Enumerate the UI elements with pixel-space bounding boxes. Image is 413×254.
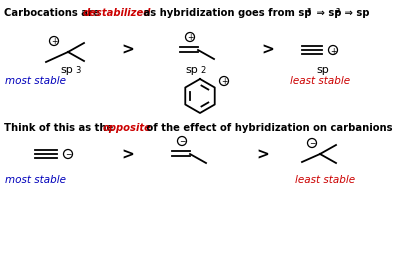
- Text: ⇒ sp: ⇒ sp: [340, 8, 369, 18]
- Text: ²: ²: [335, 8, 339, 18]
- Text: ⇒ sp: ⇒ sp: [312, 8, 341, 18]
- Text: sp: sp: [315, 65, 328, 75]
- Text: destabilized: destabilized: [83, 8, 151, 18]
- Text: −: −: [308, 139, 314, 148]
- Text: sp: sp: [185, 65, 197, 75]
- Text: >: >: [121, 42, 134, 57]
- Text: +: +: [51, 37, 57, 46]
- Text: ²: ²: [335, 9, 339, 18]
- Text: least stable: least stable: [289, 76, 349, 86]
- Text: of the effect of hybridization on carbanions: of the effect of hybridization on carban…: [142, 122, 392, 133]
- Text: +: +: [220, 77, 227, 86]
- Text: opposite: opposite: [103, 122, 152, 133]
- Text: −: −: [65, 150, 71, 159]
- Text: sp: sp: [60, 65, 73, 75]
- Text: +: +: [329, 46, 335, 55]
- Text: as hybridization goes from sp: as hybridization goes from sp: [140, 8, 311, 18]
- Text: ³: ³: [306, 9, 310, 18]
- Text: −: −: [178, 137, 185, 146]
- Text: 2: 2: [199, 66, 205, 75]
- Text: +: +: [186, 33, 193, 42]
- Text: ³: ³: [306, 8, 311, 18]
- Text: most stable: most stable: [5, 174, 66, 184]
- Text: least stable: least stable: [294, 174, 354, 184]
- Text: Think of this as the: Think of this as the: [4, 122, 116, 133]
- Text: Carbocations are: Carbocations are: [4, 8, 103, 18]
- Text: most stable: most stable: [5, 76, 66, 86]
- Text: >: >: [256, 147, 269, 162]
- Text: 3: 3: [75, 66, 80, 75]
- Text: >: >: [121, 147, 134, 162]
- Text: >: >: [261, 42, 274, 57]
